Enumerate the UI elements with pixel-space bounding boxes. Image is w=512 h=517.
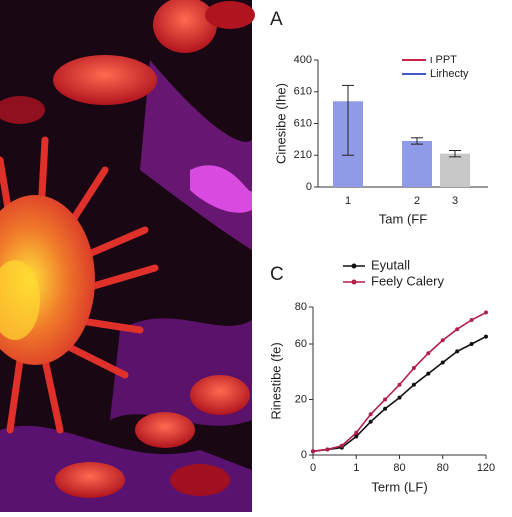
x-tick-label: 80 (393, 462, 405, 474)
point (469, 317, 474, 322)
legend-label: Eyutall (371, 257, 410, 272)
point (354, 430, 359, 435)
point (426, 351, 431, 356)
y-tick-label: 0 (306, 181, 312, 193)
series-line (312, 311, 487, 453)
x-tick-label: 1 (345, 195, 351, 207)
y-tick-label: 80 (295, 301, 307, 313)
point (469, 342, 474, 346)
x-tick-label: 0 (310, 462, 316, 474)
point (440, 360, 445, 365)
point (440, 338, 445, 343)
y-tick-label: 60 (295, 338, 307, 350)
y-tick-label: 610 (294, 86, 312, 98)
legend-marker (351, 279, 357, 285)
point (426, 371, 431, 376)
point (397, 382, 402, 387)
x-axis-label: Term (LF) (371, 479, 427, 494)
y-tick-label: 20 (295, 393, 307, 405)
point (397, 395, 402, 400)
legend-label: ι PPT (430, 54, 457, 66)
bar (440, 153, 470, 187)
bar (402, 140, 432, 187)
point (383, 406, 388, 411)
point (455, 349, 460, 354)
point (484, 310, 488, 315)
legend-label: Lirhecty (430, 68, 469, 80)
x-tick-label: 120 (477, 462, 495, 474)
y-tick-label: 400 (294, 54, 312, 66)
y-axis-label: Rinestibe (fe) (268, 342, 283, 419)
illustration (0, 0, 255, 512)
point (311, 449, 315, 454)
x-tick-label: 2 (414, 195, 420, 207)
point (339, 443, 344, 448)
panel-label: A (270, 9, 283, 30)
point (368, 419, 373, 424)
point (455, 327, 460, 332)
legend-marker (351, 263, 357, 269)
x-tick-label: 1 (353, 462, 359, 474)
panel-label: C (270, 264, 284, 285)
point (325, 447, 330, 452)
y-tick-label: 610 (294, 117, 312, 129)
x-tick-label: 3 (452, 195, 458, 207)
series-line (312, 335, 487, 453)
point (354, 434, 359, 439)
x-tick-label: 80 (437, 462, 449, 474)
point (383, 397, 388, 402)
point (484, 334, 488, 339)
y-tick-label: 210 (294, 149, 312, 161)
y-tick-label: 0 (301, 449, 307, 461)
y-axis-label: Cinesibe (Ihe) (273, 83, 288, 164)
legend-label: Feely Calery (371, 273, 444, 288)
point (411, 366, 416, 371)
point (368, 412, 373, 417)
x-axis-label: Tam (FF (379, 211, 427, 226)
point (411, 382, 416, 387)
